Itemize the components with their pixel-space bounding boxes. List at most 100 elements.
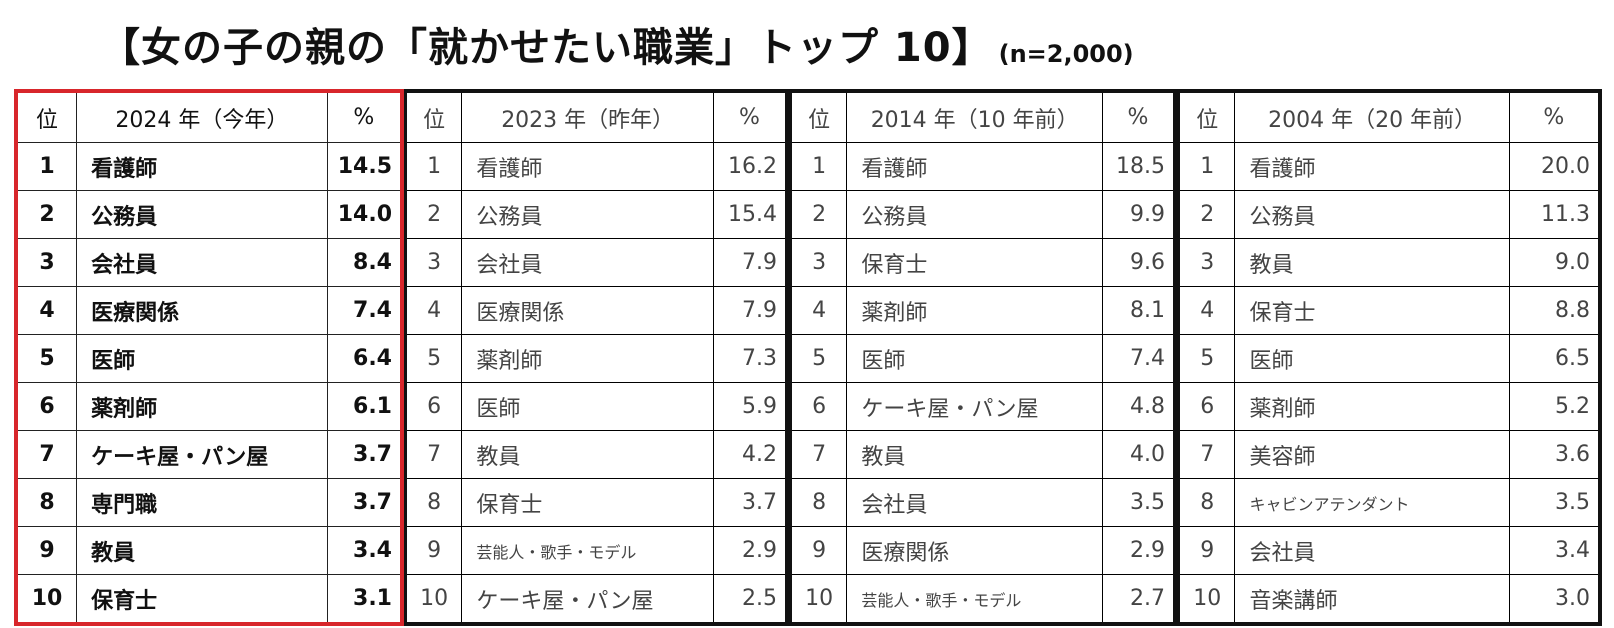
table-row: 3 保育士 9.6 [789, 238, 1176, 287]
job-cell: ケーキ屋・パン屋 [461, 574, 714, 625]
job-cell: 薬剤師 [1234, 382, 1510, 431]
percent-cell: 3.5 [1508, 478, 1601, 527]
percent-header: % [713, 90, 788, 143]
rank-cell: 7 [789, 430, 848, 479]
percent-cell: 20.0 [1508, 142, 1601, 191]
percent-cell: 4.8 [1102, 382, 1176, 431]
table-row: 5 医師 7.4 [789, 334, 1176, 383]
job-cell: 薬剤師 [461, 334, 714, 383]
rank-cell: 5 [789, 334, 848, 383]
percent-cell: 2.7 [1102, 574, 1176, 625]
rank-cell: 1 [404, 142, 463, 191]
table-row: 10 芸能人・歌手・モデル 2.7 [789, 574, 1176, 625]
title-row: 【女の子の親の「就かせたい職業」トップ 10】 (n=2,000) [100, 12, 1134, 74]
percent-cell: 3.4 [326, 526, 403, 575]
job-cell: 医師 [76, 334, 328, 383]
table-row: 3 会社員 7.9 [404, 238, 788, 287]
table-row: 2 公務員 14.0 [15, 190, 403, 239]
table-row: 4 保育士 8.8 [1177, 286, 1601, 335]
rank-cell: 2 [15, 190, 78, 239]
table-row: 9 教員 3.4 [15, 526, 403, 575]
percent-cell: 11.3 [1508, 190, 1601, 239]
percent-cell: 16.2 [713, 142, 788, 191]
rank-cell: 2 [1177, 190, 1236, 239]
rank-cell: 6 [1177, 382, 1236, 431]
table-row: 3 会社員 8.4 [15, 238, 403, 287]
job-cell: 芸能人・歌手・モデル [461, 526, 714, 575]
job-cell: 医師 [461, 382, 714, 431]
rank-cell: 4 [1177, 286, 1236, 335]
percent-cell: 4.2 [713, 430, 788, 479]
percent-cell: 5.2 [1508, 382, 1601, 431]
table-row: 5 医師 6.4 [15, 334, 403, 383]
percent-cell: 3.0 [1508, 574, 1601, 625]
job-cell: 薬剤師 [76, 382, 328, 431]
percent-cell: 5.9 [713, 382, 788, 431]
table-header: 位 2014 年（10 年前） % [789, 90, 1176, 143]
page-title: 【女の子の親の「就かせたい職業」トップ 10】 [100, 25, 993, 71]
table-row: 9 会社員 3.4 [1177, 526, 1601, 575]
percent-cell: 9.0 [1508, 238, 1601, 287]
rank-cell: 6 [404, 382, 463, 431]
percent-cell: 3.1 [326, 574, 403, 625]
table-row: 8 専門職 3.7 [15, 478, 403, 527]
job-cell: 専門職 [76, 478, 328, 527]
rank-cell: 4 [404, 286, 463, 335]
rank-cell: 5 [15, 334, 78, 383]
rank-cell: 3 [789, 238, 848, 287]
job-cell: 公務員 [1234, 190, 1510, 239]
percent-cell: 9.6 [1102, 238, 1176, 287]
table-row: 6 薬剤師 5.2 [1177, 382, 1601, 431]
job-cell: 看護師 [461, 142, 714, 191]
rank-cell: 10 [1177, 574, 1236, 625]
job-cell: 教員 [1234, 238, 1510, 287]
rank-header: 位 [789, 90, 848, 143]
percent-cell: 3.6 [1508, 430, 1601, 479]
table-header: 位 2024 年（今年） % [15, 90, 403, 143]
table-row: 4 薬剤師 8.1 [789, 286, 1176, 335]
table-row: 1 看護師 20.0 [1177, 142, 1601, 191]
table-header: 位 2023 年（昨年） % [404, 90, 788, 143]
table-row: 5 医師 6.5 [1177, 334, 1601, 383]
rank-cell: 6 [789, 382, 848, 431]
percent-cell: 6.1 [326, 382, 403, 431]
ranking-tables: 位 2024 年（今年） % 1 看護師 14.5 2 公務員 14.0 3 会社員 8.4… [14, 89, 1602, 626]
percent-cell: 7.4 [1102, 334, 1176, 383]
rank-cell: 3 [1177, 238, 1236, 287]
job-cell: 公務員 [846, 190, 1104, 239]
year-header: 2014 年（10 年前） [846, 90, 1104, 143]
rank-cell: 1 [789, 142, 848, 191]
percent-cell: 2.5 [713, 574, 788, 625]
rank-cell: 6 [15, 382, 78, 431]
table-row: 10 保育士 3.1 [15, 574, 403, 625]
rank-cell: 2 [789, 190, 848, 239]
percent-header: % [1102, 90, 1176, 143]
rank-cell: 8 [15, 478, 78, 527]
job-cell: 芸能人・歌手・モデル [846, 574, 1104, 625]
job-cell: 教員 [846, 430, 1104, 479]
percent-cell: 14.0 [326, 190, 403, 239]
table-row: 7 教員 4.0 [789, 430, 1176, 479]
rank-header: 位 [404, 90, 463, 143]
table-row: 7 ケーキ屋・パン屋 3.7 [15, 430, 403, 479]
percent-cell: 3.4 [1508, 526, 1601, 575]
percent-cell: 8.1 [1102, 286, 1176, 335]
job-cell: 美容師 [1234, 430, 1510, 479]
table-row: 9 医療関係 2.9 [789, 526, 1176, 575]
table-row: 8 会社員 3.5 [789, 478, 1176, 527]
table-row: 8 キャビンアテンダント 3.5 [1177, 478, 1601, 527]
table-row: 3 教員 9.0 [1177, 238, 1601, 287]
percent-cell: 18.5 [1102, 142, 1176, 191]
job-cell: 医療関係 [846, 526, 1104, 575]
job-cell: 会社員 [1234, 526, 1510, 575]
job-cell: 保育士 [461, 478, 714, 527]
rank-header: 位 [1177, 90, 1236, 143]
table-row: 9 芸能人・歌手・モデル 2.9 [404, 526, 788, 575]
table-row: 2 公務員 11.3 [1177, 190, 1601, 239]
job-cell: 音楽講師 [1234, 574, 1510, 625]
percent-cell: 8.8 [1508, 286, 1601, 335]
percent-cell: 3.7 [326, 430, 403, 479]
percent-cell: 7.9 [713, 286, 788, 335]
year-header: 2024 年（今年） [76, 90, 328, 143]
rank-cell: 7 [404, 430, 463, 479]
